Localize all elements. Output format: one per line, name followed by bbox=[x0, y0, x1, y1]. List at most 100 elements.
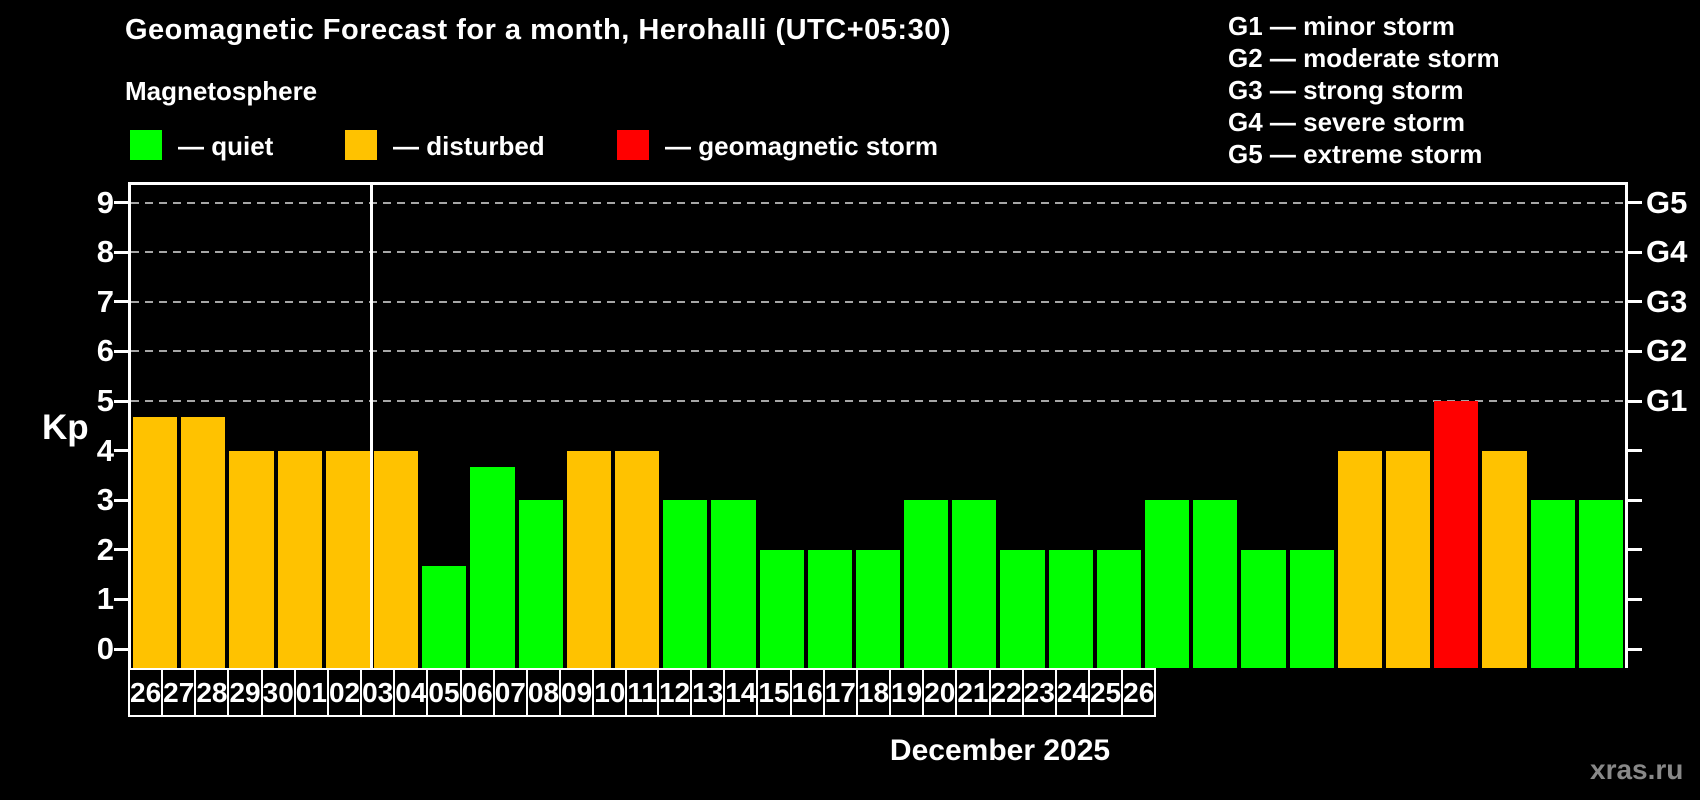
kp-bar-03 bbox=[470, 466, 515, 668]
g-scale-line-g4: G4 — severe storm bbox=[1228, 107, 1466, 137]
kp-bar-17 bbox=[1145, 500, 1190, 668]
date-cell-06: 06 bbox=[459, 668, 495, 717]
kp-bar-19 bbox=[1241, 549, 1286, 668]
kp-bar-11 bbox=[855, 549, 901, 668]
y-tick-label-1: 1 bbox=[96, 581, 114, 617]
y-tick-6 bbox=[114, 349, 128, 353]
y-tick-9 bbox=[114, 201, 128, 205]
subtitle-magnetosphere: Magnetosphere bbox=[125, 76, 318, 106]
date-cell-02: 02 bbox=[326, 668, 363, 717]
y-tick-label-0: 0 bbox=[96, 631, 114, 666]
y-tick-8 bbox=[114, 250, 128, 254]
gridline-kp6 bbox=[131, 350, 1625, 353]
kp-bar-25 bbox=[1530, 500, 1575, 668]
kp-bar-07 bbox=[663, 500, 708, 668]
date-cell-07: 07 bbox=[492, 668, 528, 717]
right-tick-3 bbox=[1628, 498, 1642, 502]
g-scale-line-g5: G5 — extreme storm bbox=[1228, 139, 1483, 169]
y-tick-label-5: 5 bbox=[96, 383, 114, 418]
y-tick-2 bbox=[114, 548, 128, 552]
y-tick-label-8: 8 bbox=[96, 234, 114, 270]
right-axis-line bbox=[1625, 182, 1628, 668]
kp-bar-26 bbox=[133, 417, 178, 668]
g-level-label-g1: G1 bbox=[1646, 383, 1688, 418]
kp-bar-02 bbox=[422, 566, 467, 668]
kp-bar-10 bbox=[807, 549, 852, 668]
kp-bar-22 bbox=[1386, 450, 1431, 668]
kp-bar-06 bbox=[614, 450, 660, 668]
date-cell-11: 11 bbox=[625, 668, 659, 717]
date-cell-27: 27 bbox=[161, 668, 197, 717]
date-cell-20: 20 bbox=[922, 668, 958, 717]
kp-bar-05 bbox=[566, 450, 611, 668]
y-tick-7 bbox=[114, 300, 128, 304]
date-cell-30: 30 bbox=[260, 668, 296, 717]
kp-bar-30 bbox=[325, 450, 370, 668]
date-cell-10: 10 bbox=[592, 668, 628, 717]
x-axis-month-label: December 2025 bbox=[889, 734, 1111, 767]
y-tick-1 bbox=[114, 597, 128, 601]
date-cell-25: 25 bbox=[1087, 668, 1124, 717]
y-tick-label-3: 3 bbox=[96, 482, 114, 518]
x-axis-date-row: 26 27 28 29 30 01 02 03 04 05 06 07 08 09 10 11 12 13 14 15… bbox=[128, 668, 1628, 717]
date-cell-19: 19 bbox=[889, 668, 925, 717]
kp-bar-14 bbox=[1000, 549, 1045, 668]
date-cell-22: 22 bbox=[988, 668, 1024, 717]
y-axis-line bbox=[128, 182, 131, 668]
date-cell-23: 23 bbox=[1021, 668, 1057, 717]
y-tick-4 bbox=[114, 449, 128, 453]
kp-bar-26 bbox=[1578, 500, 1623, 668]
right-tick-5 bbox=[1628, 399, 1642, 403]
kp-axis-label: Kp bbox=[42, 408, 89, 447]
right-tick-7 bbox=[1628, 300, 1642, 304]
legend-quiet-swatch bbox=[130, 130, 162, 160]
kp-bar-20 bbox=[1289, 549, 1334, 668]
kp-bar-09 bbox=[759, 549, 804, 668]
y-tick-label-7: 7 bbox=[96, 283, 114, 319]
date-cell-26: 26 bbox=[128, 668, 164, 717]
right-tick-4 bbox=[1628, 449, 1642, 453]
date-cell-09: 09 bbox=[559, 668, 595, 717]
date-cell-15: 15 bbox=[756, 668, 792, 717]
kp-bar-15 bbox=[1048, 549, 1093, 668]
date-cell-26: 26 bbox=[1121, 668, 1157, 717]
legend-quiet-label: — quiet bbox=[178, 131, 274, 161]
date-cell-08: 08 bbox=[525, 668, 562, 717]
g-scale-line-g3: G3 — strong storm bbox=[1228, 75, 1464, 105]
kp-bar-12 bbox=[904, 500, 949, 668]
y-tick-label-4: 4 bbox=[96, 432, 114, 468]
kp-bar-21 bbox=[1337, 450, 1383, 668]
g-scale-legend: G1 — minor storm G2 — moderate storm G3 … bbox=[1228, 10, 1500, 170]
date-cell-01: 01 bbox=[293, 668, 329, 717]
right-tick-2 bbox=[1628, 548, 1642, 552]
kp-bar-04 bbox=[518, 500, 563, 668]
date-cell-24: 24 bbox=[1054, 668, 1090, 717]
y-tick-0 bbox=[114, 647, 128, 651]
y-tick-label-9: 9 bbox=[96, 184, 114, 220]
legend-storm-swatch bbox=[617, 130, 649, 160]
g-level-label-g3: G3 bbox=[1646, 283, 1688, 319]
date-cell-21: 21 bbox=[955, 668, 991, 717]
gridline-kp8 bbox=[131, 251, 1625, 254]
date-cell-05: 05 bbox=[426, 668, 462, 717]
kp-bar-18 bbox=[1193, 500, 1238, 668]
y-tick-label-2: 2 bbox=[96, 531, 114, 567]
gridline-kp9 bbox=[131, 201, 1625, 204]
kp-bar-28 bbox=[229, 450, 274, 668]
date-cell-13: 13 bbox=[690, 668, 726, 717]
y-tick-label-6: 6 bbox=[96, 333, 114, 369]
watermark: xras.ru bbox=[1590, 754, 1684, 785]
kp-bar-29 bbox=[277, 450, 322, 668]
legend-disturbed-label: — disturbed bbox=[393, 131, 545, 161]
kp-bar-24 bbox=[1482, 450, 1527, 668]
right-tick-8 bbox=[1628, 250, 1642, 254]
kp-bar-13 bbox=[952, 500, 997, 668]
plot-top-border bbox=[128, 182, 1628, 185]
legend-disturbed-swatch bbox=[345, 130, 377, 160]
gridline-kp5 bbox=[131, 400, 1625, 402]
kp-bar-16 bbox=[1096, 549, 1142, 668]
y-tick-3 bbox=[114, 498, 128, 502]
date-cell-04: 04 bbox=[393, 668, 429, 717]
g-level-label-g2: G2 bbox=[1646, 333, 1688, 369]
date-cell-14: 14 bbox=[723, 668, 759, 717]
